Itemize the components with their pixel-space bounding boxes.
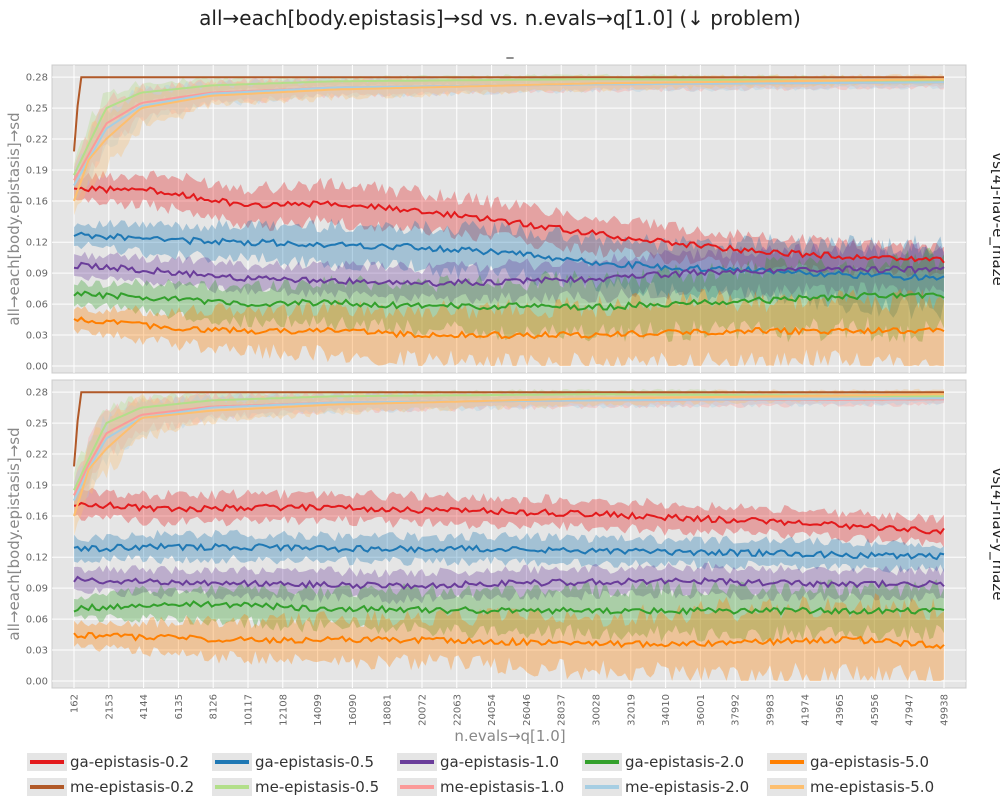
y-tick-label: 0.16	[26, 196, 48, 207]
facet-panel-bottom: 0.00 0.03 0.06 0.09 0.12 0.16 0.19 0.22 0.25 0.28	[26, 379, 967, 689]
x-tick-label: 45956	[870, 694, 881, 726]
band-ga-epistasis-5.0	[74, 288, 944, 366]
band-me-epistasis-1.0	[74, 75, 944, 197]
x-tick-label: 14099	[313, 694, 324, 726]
x-tick-label: 49938	[940, 694, 951, 726]
chart-subtitle: _	[506, 43, 515, 59]
x-tick-label: 39983	[766, 694, 777, 726]
x-tick-label: 43965	[835, 694, 846, 726]
legend-label: ga-epistasis-2.0	[625, 753, 744, 771]
facet-label-top: vs[4]-nav-e_maze	[988, 152, 1000, 286]
plot-background	[51, 64, 967, 374]
y-tick-label: 0.12	[26, 553, 48, 564]
x-tick-label: 24054	[487, 694, 498, 726]
band-me-epistasis-2.0	[74, 75, 944, 199]
band-ga-epistasis-0.2	[74, 487, 944, 548]
legend-label: ga-epistasis-5.0	[810, 753, 929, 771]
line-me-epistasis-5.0	[73, 78, 945, 202]
x-tick-label: 22063	[452, 694, 463, 726]
line-ga-epistasis-0.2	[73, 185, 945, 264]
legend-label: me-epistasis-2.0	[625, 778, 749, 796]
y-tick-label: 0.09	[26, 269, 48, 280]
legend-label: ga-epistasis-0.5	[255, 753, 374, 771]
x-tick-labels: 162 2153 4144 6135 8126 10117 12108 14099 16090 1…	[70, 694, 951, 726]
x-tick-label: 41974	[800, 694, 811, 726]
legend: ga-epistasis-0.2 ga-epistasis-0.5 ga-epist…	[27, 753, 934, 796]
x-tick-label: 4144	[139, 694, 150, 719]
legend-label: me-epistasis-0.2	[70, 778, 194, 796]
x-tick-label: 28037	[557, 694, 568, 726]
legend-label: ga-epistasis-1.0	[440, 753, 559, 771]
y-tick-label: 0.19	[26, 166, 48, 177]
plot-background	[51, 379, 967, 689]
line-ga-epistasis-5.0	[73, 631, 945, 650]
line-ga-epistasis-2.0	[73, 290, 945, 311]
x-tick-label: 47947	[905, 694, 916, 726]
x-tick-label: 26046	[522, 694, 533, 726]
x-axis-label: n.evals→q[1.0]	[454, 727, 565, 745]
y-tick-label: 0.22	[26, 135, 48, 146]
y-axis-label-top: all→each[body.epistasis]→sd	[5, 112, 23, 325]
y-tick-label: 0.25	[26, 419, 48, 430]
line-me-epistasis-0.2	[73, 391, 944, 467]
x-tick-label: 34010	[661, 694, 672, 726]
y-tick-label: 0.19	[26, 481, 48, 492]
line-me-epistasis-5.0	[73, 393, 945, 517]
x-tick-label: 162	[70, 694, 81, 713]
legend-label: me-epistasis-0.5	[255, 778, 379, 796]
y-tick-label: 0.06	[26, 615, 48, 626]
line-ga-epistasis-0.5	[73, 542, 945, 561]
legend-label: me-epistasis-5.0	[810, 778, 934, 796]
band-ga-epistasis-2.0	[74, 579, 944, 643]
band-ga-epistasis-5.0	[74, 593, 944, 681]
x-tick-label: 12108	[278, 694, 289, 726]
band-me-epistasis-2.0	[74, 391, 944, 519]
x-tick-label: 8126	[209, 694, 220, 719]
x-tick-label: 6135	[174, 694, 185, 719]
line-ga-epistasis-2.0	[73, 600, 945, 616]
x-tick-label: 16090	[348, 694, 359, 726]
x-tick-label: 32019	[626, 694, 637, 726]
x-tick-label: 30028	[592, 694, 603, 726]
legend-label: ga-epistasis-0.2	[70, 753, 189, 771]
y-tick-label: 0.22	[26, 450, 48, 461]
x-tick-label: 2153	[104, 694, 115, 719]
band-me-epistasis-1.0	[74, 391, 944, 516]
line-ga-epistasis-1.0	[73, 261, 945, 287]
line-me-epistasis-0.2	[73, 76, 944, 152]
line-ga-epistasis-1.0	[73, 575, 945, 591]
y-tick-label: 0.12	[26, 238, 48, 249]
x-tick-label: 18081	[383, 694, 394, 726]
line-ga-epistasis-0.2	[73, 501, 945, 535]
y-axis-label-bottom: all→each[body.epistasis]→sd	[5, 427, 23, 640]
y-tick-label: 0.28	[26, 388, 48, 399]
line-ga-epistasis-0.5	[73, 231, 945, 281]
y-tick-label: 0.09	[26, 584, 48, 595]
band-ga-epistasis-2.0	[74, 247, 944, 343]
facet-panel-top: 0.00 0.03 0.06 0.09 0.12 0.16 0.19 0.22 0.25 0.28	[26, 64, 967, 374]
x-tick-label: 36001	[696, 694, 707, 726]
y-tick-label: 0.00	[26, 362, 48, 373]
y-tick-label: 0.06	[26, 300, 48, 311]
facet-label-bottom: vs[4]-nav-y_maze	[988, 468, 1000, 601]
y-tick-label: 0.03	[26, 646, 48, 657]
y-tick-label: 0.28	[26, 73, 48, 84]
band-ga-epistasis-1.0	[74, 562, 944, 605]
band-ga-epistasis-1.0	[74, 240, 944, 305]
x-tick-label: 20072	[418, 694, 429, 726]
y-tick-label: 0.16	[26, 511, 48, 522]
y-tick-label: 0.03	[26, 331, 48, 342]
line-ga-epistasis-5.0	[73, 316, 945, 340]
band-me-epistasis-5.0	[74, 388, 944, 537]
band-ga-epistasis-0.5	[74, 529, 944, 573]
band-me-epistasis-0.5	[74, 388, 944, 511]
x-tick-label: 10117	[244, 694, 255, 726]
x-tick-label: 37992	[731, 694, 742, 726]
band-me-epistasis-0.5	[74, 73, 944, 186]
y-tick-label: 0.25	[26, 104, 48, 115]
legend-label: me-epistasis-1.0	[440, 778, 564, 796]
chart-title: all→each[body.epistasis]→sd vs. n.evals→…	[199, 6, 801, 30]
y-tick-label: 0.00	[26, 677, 48, 688]
